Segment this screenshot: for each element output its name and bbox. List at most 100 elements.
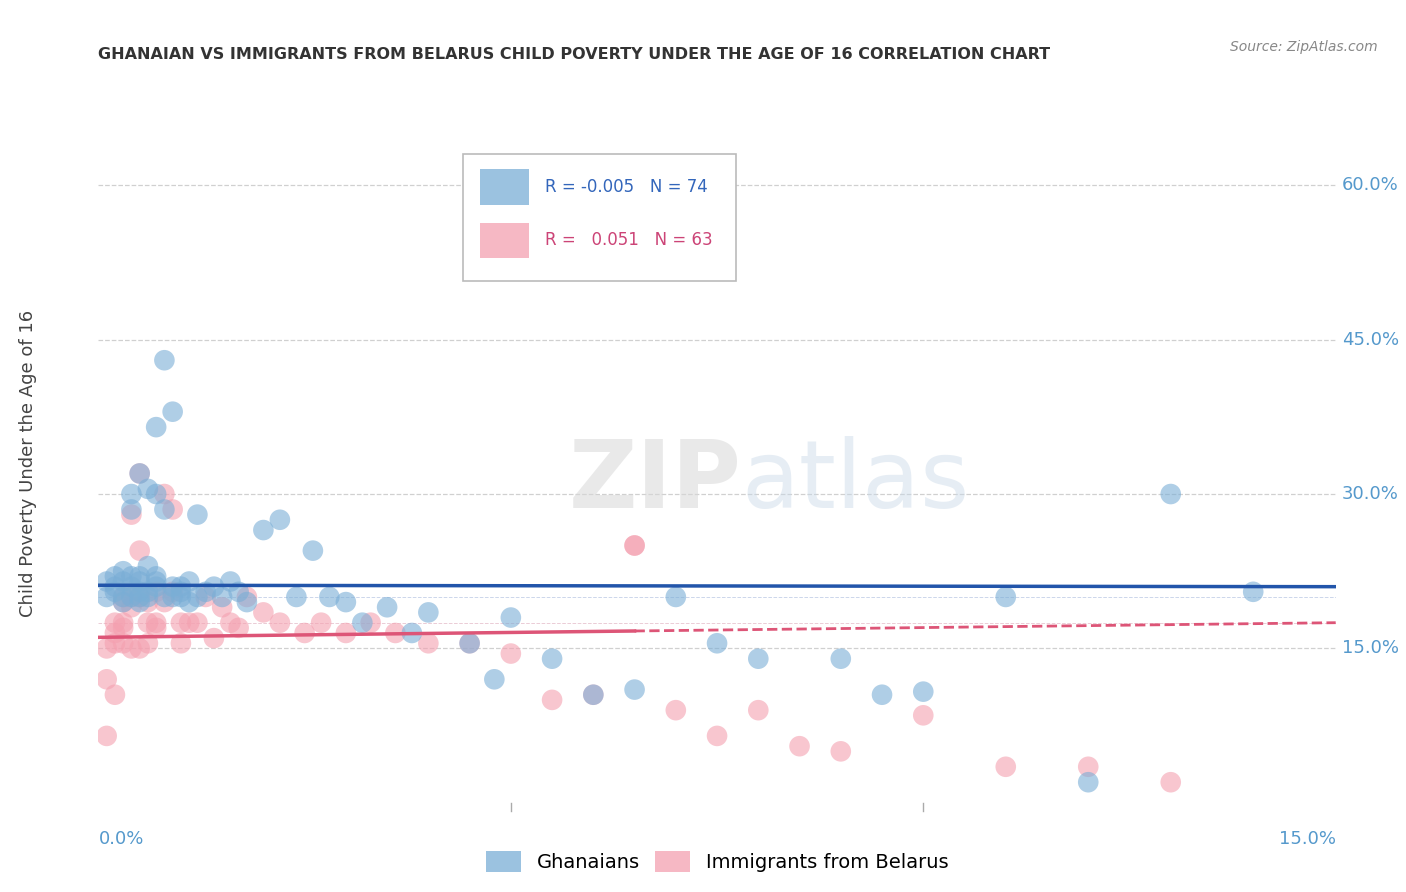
Point xyxy=(112,615,135,630)
Point xyxy=(145,487,167,501)
Point xyxy=(104,626,127,640)
Point xyxy=(120,487,142,501)
Point xyxy=(309,615,332,630)
Point xyxy=(318,590,340,604)
Point xyxy=(384,626,406,640)
Point xyxy=(120,590,142,604)
Point xyxy=(104,584,127,599)
Point xyxy=(162,580,184,594)
Point xyxy=(153,590,176,604)
Point xyxy=(219,615,242,630)
Point xyxy=(665,703,688,717)
Point xyxy=(194,584,217,599)
Point xyxy=(104,569,127,583)
Point xyxy=(120,508,142,522)
Point xyxy=(136,482,159,496)
Point xyxy=(186,615,208,630)
Point xyxy=(789,739,811,754)
Point xyxy=(112,636,135,650)
Point xyxy=(128,595,150,609)
Point xyxy=(96,641,118,656)
Point xyxy=(145,580,167,594)
Point xyxy=(128,574,150,589)
Text: atlas: atlas xyxy=(742,435,970,528)
Point xyxy=(830,744,852,758)
Point xyxy=(145,621,167,635)
Text: 15.0%: 15.0% xyxy=(1341,640,1399,657)
Point xyxy=(145,569,167,583)
Point xyxy=(665,590,688,604)
Point xyxy=(128,569,150,583)
Point xyxy=(1160,487,1182,501)
Point xyxy=(136,590,159,604)
Point xyxy=(170,615,193,630)
Point xyxy=(128,590,150,604)
Text: GHANAIAN VS IMMIGRANTS FROM BELARUS CHILD POVERTY UNDER THE AGE OF 16 CORRELATIO: GHANAIAN VS IMMIGRANTS FROM BELARUS CHIL… xyxy=(98,47,1050,62)
Text: R = -0.005   N = 74: R = -0.005 N = 74 xyxy=(546,178,707,196)
Point xyxy=(120,502,142,516)
Point xyxy=(228,584,250,599)
Point xyxy=(252,606,274,620)
Point xyxy=(994,760,1017,774)
Legend: Ghanaians, Immigrants from Belarus: Ghanaians, Immigrants from Belarus xyxy=(478,843,956,880)
Point xyxy=(96,590,118,604)
Point xyxy=(145,574,167,589)
Point xyxy=(499,647,522,661)
Point xyxy=(747,651,769,665)
Point xyxy=(401,626,423,640)
Point xyxy=(186,590,208,604)
Point xyxy=(112,574,135,589)
Point xyxy=(128,584,150,599)
Point xyxy=(202,631,225,645)
Point xyxy=(136,595,159,609)
Bar xyxy=(479,169,529,205)
Point xyxy=(375,600,398,615)
Point xyxy=(360,615,382,630)
Point xyxy=(96,673,118,687)
Point xyxy=(112,590,135,604)
Text: Child Poverty Under the Age of 16: Child Poverty Under the Age of 16 xyxy=(20,310,37,617)
Point xyxy=(179,615,201,630)
Point xyxy=(120,641,142,656)
Point xyxy=(302,543,325,558)
Point xyxy=(912,708,935,723)
Point xyxy=(1241,584,1264,599)
Point xyxy=(128,467,150,481)
Point xyxy=(830,651,852,665)
Point xyxy=(335,595,357,609)
Point xyxy=(994,590,1017,604)
Point xyxy=(170,590,193,604)
Point xyxy=(706,636,728,650)
Point xyxy=(170,636,193,650)
Point xyxy=(484,673,506,687)
Point xyxy=(870,688,893,702)
Point xyxy=(153,487,176,501)
Point xyxy=(136,636,159,650)
Point xyxy=(541,693,564,707)
Point xyxy=(352,615,374,630)
Point xyxy=(96,729,118,743)
Point xyxy=(269,615,291,630)
Point xyxy=(623,539,645,553)
Point xyxy=(211,590,233,604)
Point xyxy=(96,574,118,589)
Point xyxy=(170,580,193,594)
Point xyxy=(145,420,167,434)
Point xyxy=(458,636,481,650)
Point xyxy=(418,636,440,650)
Point xyxy=(112,564,135,578)
Point xyxy=(194,590,217,604)
Point xyxy=(1077,760,1099,774)
Bar xyxy=(479,222,529,258)
Point xyxy=(236,595,259,609)
Point xyxy=(112,621,135,635)
Point xyxy=(747,703,769,717)
Point xyxy=(153,502,176,516)
Point xyxy=(145,584,167,599)
FancyBboxPatch shape xyxy=(464,154,735,281)
Point xyxy=(912,684,935,698)
Point xyxy=(162,502,184,516)
Point xyxy=(104,615,127,630)
Point xyxy=(179,574,201,589)
Point xyxy=(335,626,357,640)
